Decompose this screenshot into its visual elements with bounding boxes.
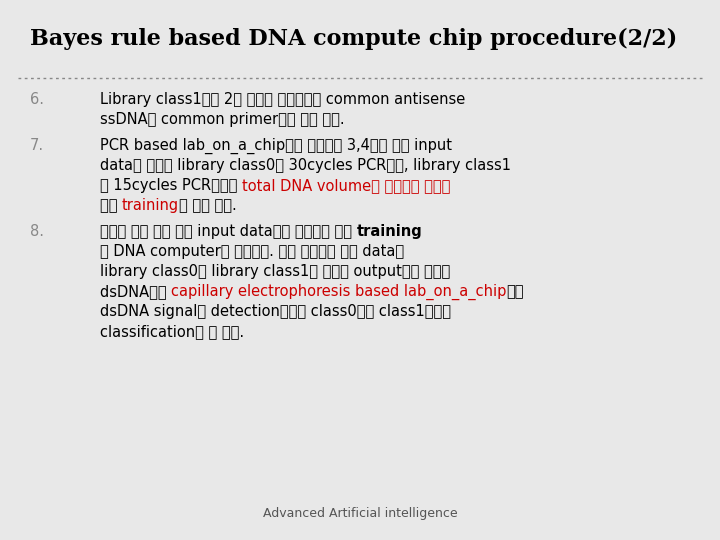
Text: 7.: 7. — [30, 138, 44, 153]
Text: Bayes rule based DNA compute chip procedure(2/2): Bayes rule based DNA compute chip proced… — [30, 28, 678, 50]
Text: Library class1에는 2번 단계와 마찬가지로 common antisense: Library class1에는 2번 단계와 마찬가지로 common ant… — [100, 92, 465, 107]
Text: 된 DNA computer가 완성된다. 이때 알려지지 않은 data를: 된 DNA computer가 완성된다. 이때 알려지지 않은 data를 — [100, 244, 404, 259]
Text: capillary electrophoresis based lab_on_a_chip: capillary electrophoresis based lab_on_a… — [171, 284, 507, 300]
Text: 을 하게 된다.: 을 하게 된다. — [179, 198, 237, 213]
Text: Advanced Artificial intelligence: Advanced Artificial intelligence — [263, 507, 457, 520]
Text: 이렇게 해서 여러 개의 input data들이 들어오고 나면: 이렇게 해서 여러 개의 input data들이 들어오고 나면 — [100, 224, 356, 239]
Text: dsDNA들을: dsDNA들을 — [100, 284, 171, 299]
Text: 8.: 8. — [30, 224, 44, 239]
Text: data가 들어간 library class0는 30cycles PCR되고, library class1: data가 들어간 library class0는 30cycles PCR되고… — [100, 158, 511, 173]
Text: total DNA volume이 일정하게 유지되: total DNA volume이 일정하게 유지되 — [242, 178, 451, 193]
Text: PCR based lab_on_a_chip으로 들어가면 3,4번과 같이 input: PCR based lab_on_a_chip으로 들어가면 3,4번과 같이 … — [100, 138, 452, 154]
Text: dsDNA signal을 detection해보면 class0인지 class1인지를: dsDNA signal을 detection해보면 class0인지 clas… — [100, 304, 451, 319]
Text: classification할 수 있다.: classification할 수 있다. — [100, 324, 244, 339]
Text: ssDNA와 common primer들을 넣어 준다.: ssDNA와 common primer들을 넣어 준다. — [100, 112, 345, 127]
Text: training: training — [356, 224, 423, 239]
Text: 면서: 면서 — [100, 198, 122, 213]
Text: 으로: 으로 — [507, 284, 524, 299]
Text: 은 15cycles PCR되어서: 은 15cycles PCR되어서 — [100, 178, 242, 193]
Text: 6.: 6. — [30, 92, 44, 107]
Text: training: training — [122, 198, 179, 213]
Text: library class0과 library class1에 넣어서 output으로 나오는: library class0과 library class1에 넣어서 outp… — [100, 264, 450, 279]
